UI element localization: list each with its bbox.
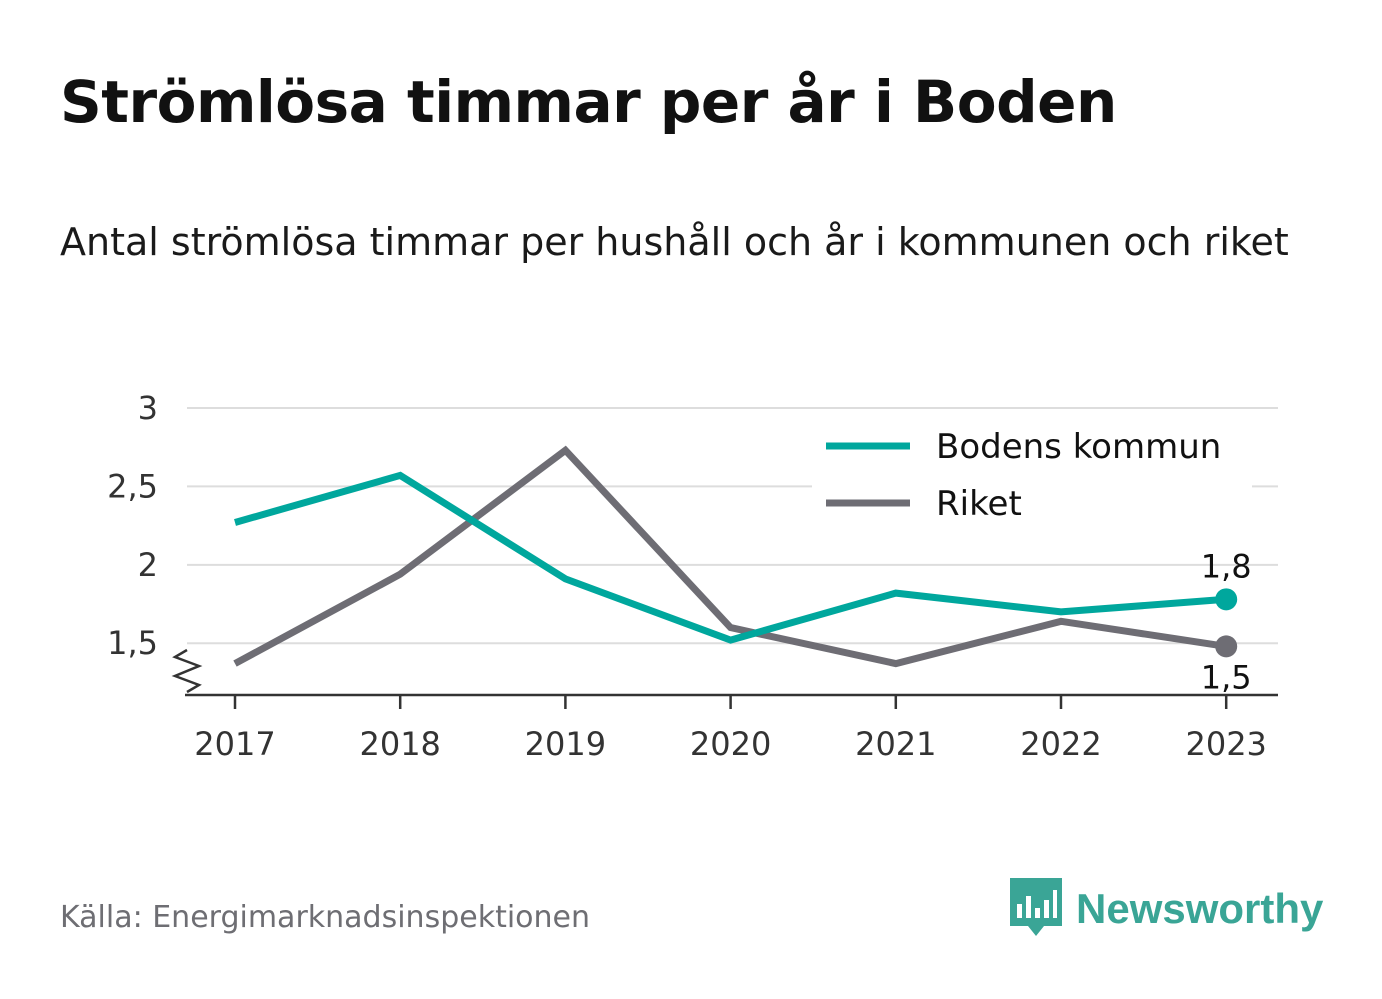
chart-title: Strömlösa timmar per år i Boden [60, 68, 1117, 136]
chart-subtitle: Antal strömlösa timmar per hushåll och å… [60, 220, 1289, 264]
series-lines [233, 445, 1238, 668]
y-tick-label: 1,5 [107, 624, 158, 662]
x-tick-label: 2019 [525, 725, 606, 763]
y-tick-label: 2 [138, 546, 158, 584]
x-tick-label: 2022 [1020, 725, 1101, 763]
brand-name: Newsworthy [1076, 885, 1324, 932]
end-label-riket: 1,5 [1201, 658, 1252, 696]
x-tick-label: 2023 [1185, 725, 1266, 763]
legend-background [812, 418, 1252, 528]
legend: Bodens kommun Riket [812, 418, 1252, 528]
end-label-bodens: 1,8 [1201, 547, 1252, 585]
axis-break-icon [171, 648, 203, 694]
brand-logo: Newsworthy [1010, 878, 1323, 940]
bar-chart-speech-bubble-icon [1010, 878, 1062, 936]
y-tick-label: 3 [138, 389, 158, 427]
end-labels: 1,8 1,5 [1201, 547, 1252, 696]
y-axis-ticks: 1,5 2 2,5 3 [107, 389, 203, 694]
source-note: Källa: Energimarknadsinspektionen [60, 900, 591, 935]
series-line-riket [233, 445, 1227, 668]
x-axis: 2017 2018 2019 2020 2021 2022 2023 [185, 693, 1278, 763]
end-point-riket [1215, 635, 1238, 658]
end-point-bodens [1215, 588, 1238, 611]
x-tick-label: 2018 [359, 725, 440, 763]
series-line-bodens [234, 471, 1227, 644]
legend-label: Riket [936, 484, 1022, 524]
x-tick-label: 2017 [194, 725, 275, 763]
y-tick-label: 2,5 [107, 467, 158, 505]
x-tick-label: 2021 [855, 725, 936, 763]
legend-label: Bodens kommun [936, 427, 1221, 467]
x-tick-label: 2020 [690, 725, 771, 763]
